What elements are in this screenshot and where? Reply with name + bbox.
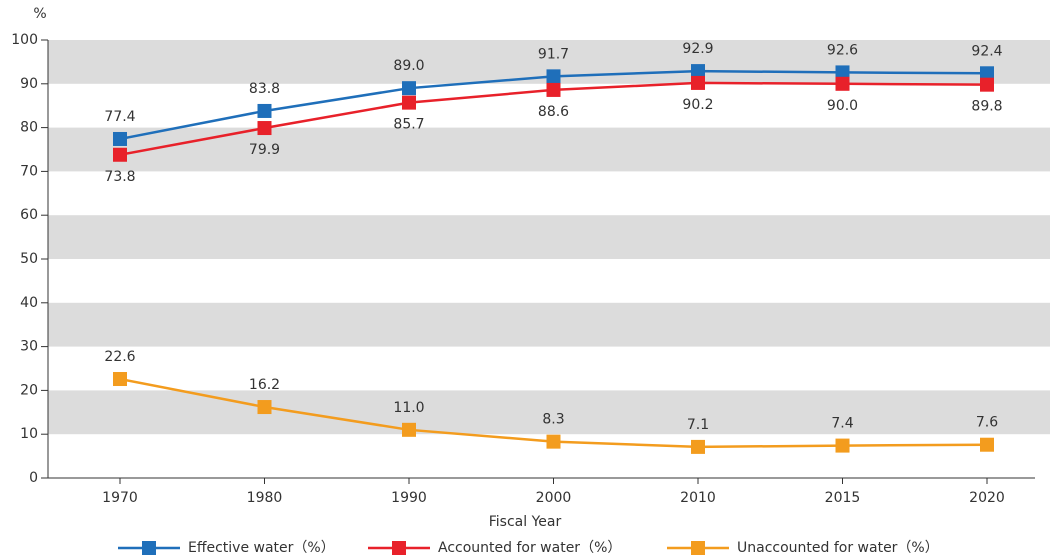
point-marker [546,434,561,449]
data-label: 22.6 [104,349,135,365]
data-label: 92.9 [682,41,713,57]
y-tick-label: 10 [20,426,38,442]
point-marker [691,75,705,90]
data-label: 92.4 [971,43,1002,59]
data-label: 7.6 [976,415,998,431]
y-axis-label: % [33,6,46,22]
data-label: 92.6 [827,42,858,58]
y-tick-label: 50 [20,251,38,267]
y-tick-label: 40 [20,295,38,311]
y-tick-label: 100 [11,32,38,48]
point-marker [980,66,994,81]
legend-marker [142,541,156,555]
legend-label: Effective water（%） [188,540,335,556]
x-tick-label: 1970 [102,490,138,506]
data-label: 91.7 [538,46,569,62]
x-axis-label: Fiscal Year [489,514,562,530]
point-marker [257,400,272,415]
legend-marker [691,541,705,555]
point-marker [835,65,850,80]
grid-band [48,215,1050,259]
grid-band [48,127,1050,172]
point-marker [113,147,127,162]
data-label: 89.8 [971,99,1002,115]
data-label: 85.7 [393,117,424,133]
data-label: 7.1 [687,417,709,433]
data-label: 83.8 [249,81,280,97]
y-tick-label: 80 [20,120,38,136]
point-marker [113,131,127,146]
point-marker [835,76,850,91]
data-label: 11.0 [393,400,424,416]
data-label: 79.9 [249,142,280,158]
point-marker [113,372,127,387]
data-label: 77.4 [104,109,135,125]
point-marker [835,438,850,453]
data-label: 89.0 [393,58,424,74]
point-marker [402,81,416,96]
data-label: 73.8 [104,169,135,185]
point-marker [980,437,994,452]
x-tick-label: 2010 [680,490,716,506]
data-label: 90.2 [682,97,713,113]
legend-marker [392,541,406,555]
data-label: 7.4 [831,416,853,432]
y-tick-label: 0 [29,470,38,486]
x-tick-label: 2020 [969,490,1005,506]
point-marker [980,77,994,92]
y-tick-label: 60 [20,207,38,223]
legend-label: Accounted for water（%） [438,540,621,556]
point-marker [257,103,272,118]
point-marker [691,439,705,454]
grid-band [48,302,1050,347]
y-tick-label: 90 [20,76,38,92]
y-tick-label: 20 [20,382,38,398]
point-marker [546,69,561,84]
point-marker [691,64,705,79]
data-label: 88.6 [538,104,569,120]
y-tick-label: 30 [20,339,38,355]
point-marker [546,82,561,97]
point-marker [402,422,416,437]
point-marker [257,121,272,136]
point-marker [402,95,416,110]
data-label: 90.0 [827,98,858,114]
data-label: 16.2 [249,377,280,393]
x-tick-label: 1980 [247,490,283,506]
data-label: 8.3 [542,412,564,428]
x-tick-label: 2000 [536,490,572,506]
x-tick-label: 1990 [391,490,427,506]
legend-label: Unaccounted for water（%） [737,540,939,556]
y-tick-label: 70 [20,163,38,179]
x-tick-label: 2015 [825,490,861,506]
